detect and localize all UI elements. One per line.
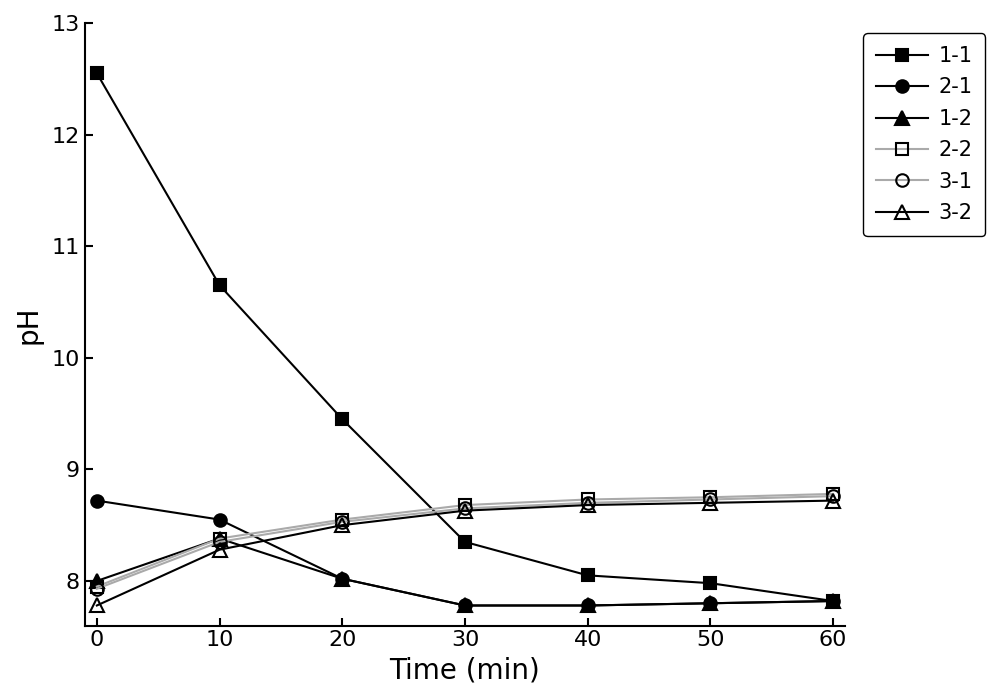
Legend: 1-1, 2-1, 1-2, 2-2, 3-1, 3-2: 1-1, 2-1, 1-2, 2-2, 3-1, 3-2 [863,34,985,236]
3-1 [704,496,716,504]
1-2 [91,577,103,585]
1-2 [582,601,594,610]
2-1 [459,601,471,610]
2-1 [704,599,716,607]
3-2 [336,521,348,529]
3-1 [336,518,348,526]
2-1 [336,575,348,583]
3-2 [91,601,103,610]
2-2 [827,490,839,498]
Line: 2-2: 2-2 [91,488,839,593]
3-1 [827,492,839,500]
3-2 [214,545,226,554]
2-2 [214,534,226,542]
3-1 [214,538,226,546]
1-2 [704,599,716,607]
2-2 [91,582,103,591]
1-1 [459,538,471,546]
3-1 [582,498,594,507]
1-1 [214,281,226,289]
2-1 [91,496,103,505]
2-2 [459,501,471,510]
1-2 [459,601,471,610]
1-1 [704,579,716,587]
3-1 [459,504,471,512]
2-2 [336,515,348,524]
3-2 [704,498,716,507]
3-2 [582,501,594,510]
Line: 1-2: 1-2 [90,532,840,612]
2-1 [214,515,226,524]
Line: 3-2: 3-2 [90,493,840,612]
1-1 [827,597,839,605]
1-2 [336,575,348,583]
Line: 2-1: 2-1 [91,494,839,612]
1-1 [91,69,103,78]
Y-axis label: pH: pH [15,305,43,343]
Line: 1-1: 1-1 [91,67,839,607]
2-1 [827,597,839,605]
3-2 [827,496,839,505]
1-2 [214,534,226,542]
2-2 [582,496,594,504]
3-2 [459,507,471,515]
1-2 [827,597,839,605]
Line: 3-1: 3-1 [91,490,839,595]
X-axis label: Time (min): Time (min) [390,656,540,684]
1-1 [582,571,594,579]
2-1 [582,601,594,610]
2-2 [704,493,716,501]
3-1 [91,584,103,593]
1-1 [336,415,348,424]
